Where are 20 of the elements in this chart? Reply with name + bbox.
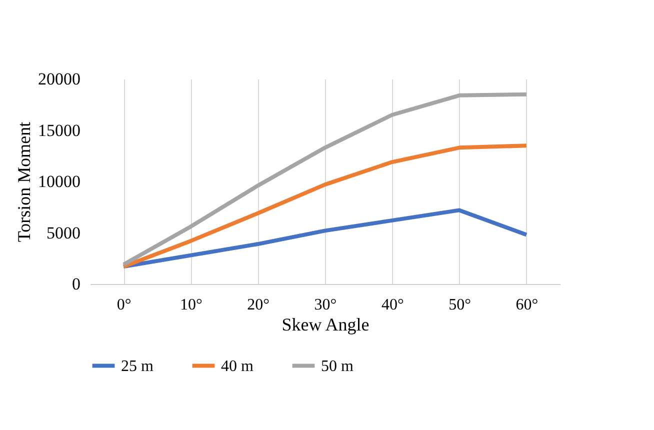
line-series xyxy=(122,208,528,269)
y-tick-label: 0 xyxy=(72,274,80,294)
y-tick-label: 10000 xyxy=(38,172,80,191)
line-series xyxy=(122,92,528,267)
y-tick-label: 20000 xyxy=(38,70,80,88)
legend-label: 25 m xyxy=(121,358,154,375)
x-tick-label: 50° xyxy=(448,296,471,314)
x-axis-title: Skew Angle xyxy=(282,314,370,334)
x-tick-label: 30° xyxy=(314,296,337,314)
y-tick-label: 15000 xyxy=(38,120,80,140)
y-axis-title: Torsion Moment xyxy=(14,122,34,242)
x-tick-label: 20° xyxy=(247,296,270,314)
x-tick-label: 10° xyxy=(180,296,202,314)
legend-label: 40 m xyxy=(221,358,254,375)
line-series xyxy=(122,144,528,269)
x-tick-label: 60° xyxy=(516,296,538,314)
legend-label: 50 m xyxy=(321,358,354,375)
y-tick-label: 5000 xyxy=(46,223,80,242)
x-tick-label: 40° xyxy=(381,296,404,314)
x-tick-label: 0° xyxy=(116,296,132,314)
